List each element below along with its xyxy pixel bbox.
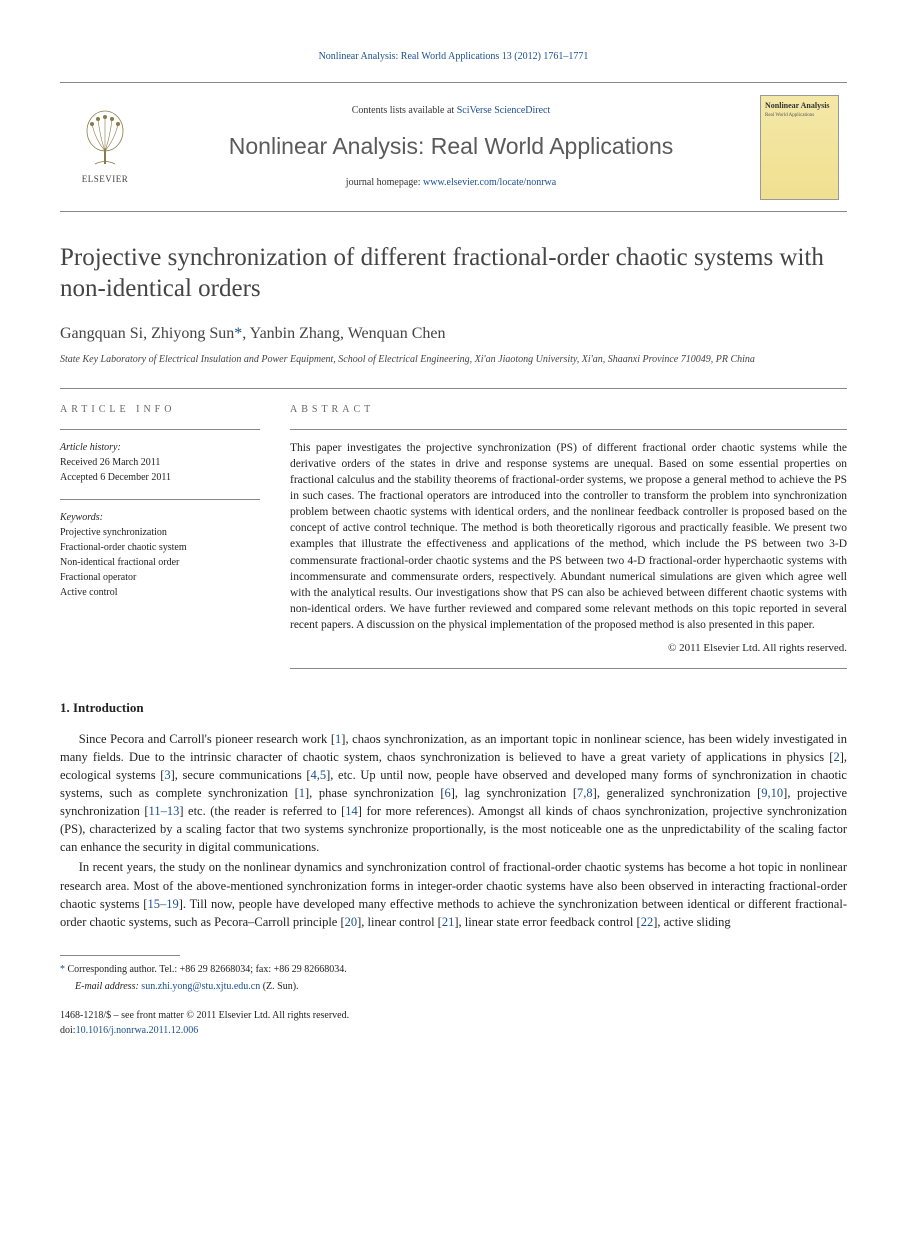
journal-name: Nonlinear Analysis: Real World Applicati…: [229, 130, 673, 162]
footer-meta: 1468-1218/$ – see front matter © 2011 El…: [60, 1008, 847, 1038]
section-1-heading: 1. Introduction: [60, 699, 847, 717]
doi-link[interactable]: 10.1016/j.nonrwa.2011.12.006: [76, 1025, 199, 1036]
intro-para-1: Since Pecora and Carroll's pioneer resea…: [60, 730, 847, 857]
ref-link[interactable]: 11–13: [149, 804, 180, 818]
authors: Gangquan Si, Zhiyong Sun*, Yanbin Zhang,…: [60, 323, 847, 345]
footnote-rule: [60, 955, 180, 956]
doi-label: doi:: [60, 1025, 76, 1036]
publisher-logo-block: ELSEVIER: [60, 83, 150, 211]
keyword-item: Fractional operator: [60, 570, 260, 585]
publisher-label: ELSEVIER: [82, 173, 129, 186]
keyword-item: Fractional-order chaotic system: [60, 540, 260, 555]
ref-link[interactable]: 6: [444, 786, 450, 800]
homepage-prefix: journal homepage:: [346, 177, 423, 188]
keyword-item: Active control: [60, 585, 260, 600]
accepted-line: Accepted 6 December 2011: [60, 470, 260, 485]
keywords-label: Keywords:: [60, 510, 260, 525]
article-title: Projective synchronization of different …: [60, 242, 847, 305]
homepage-line: journal homepage: www.elsevier.com/locat…: [346, 176, 556, 190]
ref-link[interactable]: 14: [345, 804, 358, 818]
contents-line: Contents lists available at SciVerse Sci…: [352, 104, 551, 118]
masthead-right: Nonlinear Analysis Real World Applicatio…: [752, 83, 847, 211]
history-label: Article history:: [60, 440, 260, 455]
cover-title: Nonlinear Analysis: [765, 102, 834, 111]
ref-link[interactable]: 22: [641, 915, 654, 929]
ref-link[interactable]: 4,5: [311, 768, 327, 782]
issn-line: 1468-1218/$ – see front matter © 2011 El…: [60, 1008, 847, 1023]
ref-link[interactable]: 7,8: [577, 786, 593, 800]
ref-link[interactable]: 20: [345, 915, 358, 929]
ref-link[interactable]: 21: [442, 915, 455, 929]
ref-link[interactable]: 1: [299, 786, 305, 800]
keyword-item: Non-identical fractional order: [60, 555, 260, 570]
ref-link[interactable]: 9,10: [761, 786, 783, 800]
footnote-marker: *: [60, 964, 65, 975]
ref-link[interactable]: 1: [335, 732, 341, 746]
affiliation: State Key Laboratory of Electrical Insul…: [60, 353, 847, 366]
authors-rest: , Yanbin Zhang, Wenquan Chen: [242, 325, 445, 342]
email-link[interactable]: sun.zhi.yong@stu.xjtu.edu.cn: [141, 981, 260, 992]
keyword-item: Projective synchronization: [60, 525, 260, 540]
info-abstract-row: article info Article history: Received 2…: [60, 388, 847, 670]
article-info-heading: article info: [60, 403, 260, 417]
masthead: ELSEVIER Contents lists available at Sci…: [60, 82, 847, 212]
abstract-rule-bottom: [290, 668, 847, 669]
abstract-body: This paper investigates the projective s…: [290, 440, 847, 633]
homepage-link[interactable]: www.elsevier.com/locate/nonrwa: [423, 177, 556, 188]
email-label: E-mail address:: [75, 981, 141, 992]
cover-subtitle: Real World Applications: [765, 112, 834, 119]
ref-link[interactable]: 2: [833, 750, 839, 764]
contents-prefix: Contents lists available at: [352, 105, 457, 116]
ref-link[interactable]: 15–19: [147, 897, 178, 911]
abstract-heading: abstract: [290, 403, 847, 417]
info-rule-1: [60, 429, 260, 430]
intro-para-2: In recent years, the study on the nonlin…: [60, 858, 847, 931]
email-footnote: E-mail address: sun.zhi.yong@stu.xjtu.ed…: [60, 979, 847, 994]
article-info-column: article info Article history: Received 2…: [60, 388, 260, 670]
running-head: Nonlinear Analysis: Real World Applicati…: [60, 50, 847, 64]
abstract-column: abstract This paper investigates the pro…: [290, 388, 847, 670]
authors-first: Gangquan Si, Zhiyong Sun: [60, 325, 234, 342]
abstract-copyright: © 2011 Elsevier Ltd. All rights reserved…: [290, 641, 847, 656]
received-line: Received 26 March 2011: [60, 455, 260, 470]
info-rule-2: [60, 499, 260, 500]
page: Nonlinear Analysis: Real World Applicati…: [0, 0, 907, 1078]
corresponding-footnote: * Corresponding author. Tel.: +86 29 826…: [60, 962, 847, 977]
keywords-block: Keywords: Projective synchronization Fra…: [60, 510, 260, 600]
corresponding-text: Corresponding author. Tel.: +86 29 82668…: [68, 964, 347, 975]
ref-link[interactable]: 3: [164, 768, 170, 782]
masthead-center: Contents lists available at SciVerse Sci…: [150, 83, 752, 211]
journal-cover-thumb: Nonlinear Analysis Real World Applicatio…: [760, 95, 839, 200]
article-history-block: Article history: Received 26 March 2011 …: [60, 440, 260, 485]
sciencedirect-link[interactable]: SciVerse ScienceDirect: [457, 105, 551, 116]
doi-line: doi:10.1016/j.nonrwa.2011.12.006: [60, 1023, 847, 1038]
abstract-rule-top: [290, 429, 847, 430]
elsevier-tree-icon: [80, 109, 130, 169]
email-suffix: (Z. Sun).: [260, 981, 298, 992]
